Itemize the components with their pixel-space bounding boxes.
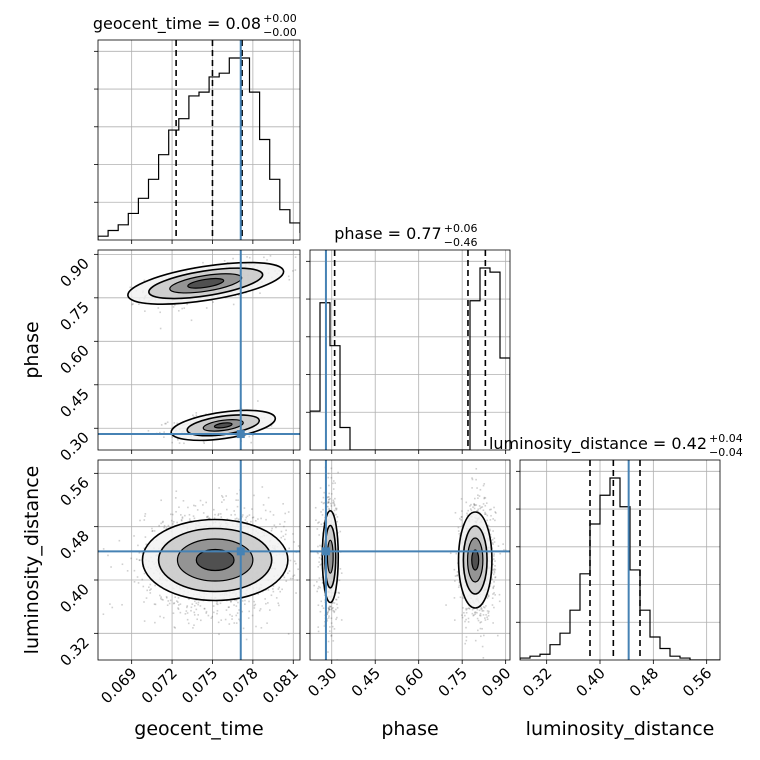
x-tick-label: 0.45: [348, 664, 384, 700]
contour-level: [187, 277, 225, 289]
title-minus-error: −0.00: [263, 26, 297, 39]
x-tick-label: 0.32: [519, 664, 555, 700]
x-axis-label-phase: phase: [381, 718, 438, 740]
panel-background: [310, 250, 510, 450]
y-tick-label: 0.45: [56, 385, 92, 421]
x-axis-label-geocent_time: geocent_time: [134, 718, 263, 740]
panel-border: [97, 249, 301, 451]
title-minus-error: −0.46: [444, 236, 478, 249]
contour-level: [471, 549, 480, 571]
histogram-step-geocent_time: [98, 57, 300, 240]
contour-level: [326, 539, 334, 574]
x-tick-label: 0.56: [679, 664, 715, 700]
x-tick-label: 0.30: [304, 664, 340, 700]
x-tick-label: 0.90: [478, 664, 514, 700]
x-tick-label: 0.078: [219, 664, 262, 707]
histogram-panel-luminosity_distance: 0.32 0.40 0.48 0.56: [516, 459, 721, 700]
x-axis-label-luminosity_distance: luminosity_distance: [526, 718, 715, 740]
panel-luminosity_distance-vs-phase: 0.30 0.45 0.60 0.75 0.90: [304, 459, 514, 700]
histogram-panel-phase: [306, 249, 511, 454]
contour-left-mode: [321, 510, 340, 604]
x-tick-label: 0.75: [435, 664, 471, 700]
x-tick-label: 0.069: [97, 664, 140, 707]
title-minus-error: −0.04: [709, 446, 743, 459]
panel-border: [309, 249, 511, 451]
panel-border: [97, 39, 301, 241]
y-tick-label: 0.60: [56, 341, 92, 377]
panel-phase-vs-geocent_time: 0.30 0.45 0.60 0.75 0.90: [56, 249, 301, 465]
y-tick-label: 0.30: [56, 428, 92, 464]
truth-marker: [236, 430, 245, 439]
histogram-panel-geocent_time: [94, 39, 301, 244]
x-tick-label: 0.40: [572, 664, 608, 700]
truth-marker: [321, 547, 330, 556]
title-text: luminosity_distance = 0.42: [489, 434, 707, 454]
y-axis-label-phase: phase: [21, 321, 43, 378]
x-tick-label: 0.48: [626, 664, 662, 700]
title-text: phase = 0.77: [334, 224, 441, 243]
panel-title-luminosity_distance: luminosity_distance = 0.42 +0.04−0.04: [489, 432, 743, 459]
contour-upper-mode: [127, 261, 285, 305]
contour-level: [213, 422, 233, 429]
truth-marker: [236, 547, 245, 556]
histogram-step-luminosity_distance: [520, 477, 720, 660]
y-tick-label: 0.32: [56, 633, 92, 669]
contour-mode: [141, 518, 289, 602]
x-tick-label: 0.60: [391, 664, 427, 700]
y-axis-label-luminosity_distance: luminosity_distance: [21, 466, 43, 655]
panel-border: [97, 459, 301, 661]
title-plus-error: +0.00: [263, 12, 297, 25]
panel-title-phase: phase = 0.77 +0.06−0.46: [334, 222, 477, 249]
panel-border: [519, 459, 721, 661]
panel-border: [309, 459, 511, 661]
y-tick-label: 0.48: [56, 527, 92, 563]
histogram-step-phase: [310, 267, 510, 450]
title-plus-error: +0.04: [709, 432, 743, 445]
title-text: geocent_time = 0.08: [93, 14, 261, 34]
x-tick-label: 0.081: [259, 664, 302, 707]
y-tick-label: 0.40: [56, 580, 92, 616]
x-tick-label: 0.072: [138, 664, 181, 707]
y-tick-label: 0.75: [56, 298, 92, 334]
contour-right-mode: [457, 511, 493, 609]
title-plus-error: +0.06: [444, 222, 478, 235]
x-tick-label: 0.075: [178, 664, 221, 707]
panel-title-geocent_time: geocent_time = 0.08 +0.00−0.00: [93, 12, 297, 39]
y-tick-label: 0.56: [56, 473, 92, 509]
y-tick-label: 0.90: [56, 254, 92, 290]
contour-level: [195, 548, 235, 572]
